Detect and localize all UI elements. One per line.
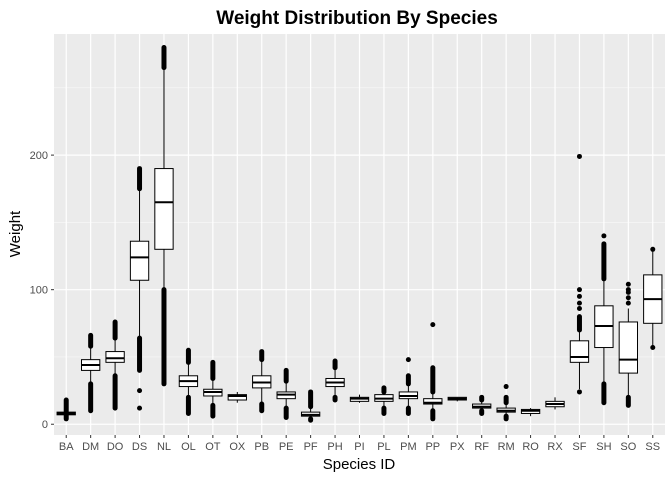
box-ph (325, 358, 345, 403)
x-tick-label: PE (279, 441, 294, 453)
x-tick-label: OT (205, 441, 221, 453)
x-tick-label: DO (107, 441, 124, 453)
x-tick-label: DM (82, 441, 99, 453)
x-tick-label: SF (572, 441, 586, 453)
box-iqr (105, 351, 125, 363)
x-tick-label: RF (474, 441, 489, 453)
y-tick-label: 200 (30, 150, 48, 162)
outlier-point (650, 345, 656, 351)
box-do (105, 319, 125, 411)
box-ds (129, 166, 150, 411)
x-tick-label: RO (522, 441, 539, 453)
box-ol (178, 347, 199, 416)
box-pf (300, 389, 321, 423)
outlier-point (625, 287, 631, 293)
box-iqr (129, 240, 150, 281)
y-axis-title: Weight (7, 210, 24, 257)
chart-title: Weight Distribution By Species (216, 8, 498, 29)
x-axis-title: Species ID (323, 456, 396, 473)
box-ot (203, 359, 223, 419)
x-tick-label: PB (254, 441, 269, 453)
outlier-point (650, 246, 656, 252)
box-pb (252, 349, 272, 414)
box-ba (56, 397, 76, 422)
outlier-point (137, 405, 143, 411)
x-tick-label: SS (645, 441, 660, 453)
x-tick-label: PP (425, 441, 440, 453)
x-tick-label: PL (377, 441, 390, 453)
x-tick-label: PX (450, 441, 465, 453)
outlier-point (576, 153, 582, 159)
outlier-point (405, 357, 411, 363)
x-tick-label: NL (157, 441, 171, 453)
outlier-point (503, 384, 509, 390)
box-rf (472, 394, 492, 416)
x-tick-label: BA (59, 441, 74, 453)
box-ox (227, 391, 247, 403)
x-tick-label: PM (400, 441, 417, 453)
box-pl (374, 385, 394, 416)
box-pm (398, 357, 419, 416)
x-tick-label: RX (547, 441, 563, 453)
box-series (56, 44, 663, 423)
outlier-point (625, 281, 631, 287)
box-iqr (423, 398, 443, 405)
y-axis-ticks: 0 100 200 (30, 150, 54, 431)
box-rx (545, 397, 565, 410)
outlier-point (137, 388, 143, 394)
x-tick-label: SO (620, 441, 636, 453)
x-tick-label: PF (304, 441, 318, 453)
box-sh (594, 233, 614, 406)
box-iqr (227, 394, 247, 401)
box-pi (349, 394, 370, 403)
x-tick-label: DS (132, 441, 147, 453)
box-so (618, 281, 639, 408)
outlier-point (625, 300, 631, 306)
y-tick-label: 0 (42, 419, 48, 431)
box-pp (423, 322, 443, 422)
x-tick-label: PH (327, 441, 342, 453)
x-tick-label: PI (354, 441, 364, 453)
box-iqr (618, 321, 639, 374)
y-tick-label: 100 (30, 285, 48, 297)
outlier-point (601, 233, 607, 239)
outlier-point (576, 306, 582, 312)
box-sf (569, 153, 590, 395)
outlier-point (576, 287, 582, 293)
outlier-point (576, 293, 582, 299)
box-pe (276, 367, 296, 421)
x-axis-ticks: BA DM DO DS NL OL OT OX PB PE PF PH PI PL PM PP PX RF RM RO… (59, 435, 660, 453)
x-tick-label: OX (229, 441, 246, 453)
box-ro (520, 408, 541, 417)
box-px (447, 396, 467, 402)
box-nl (154, 44, 174, 387)
x-tick-label: SH (596, 441, 611, 453)
box-iqr (569, 340, 590, 363)
outlier-point (430, 322, 436, 328)
box-dm (80, 332, 101, 414)
x-tick-label: OL (181, 441, 196, 453)
box-ss (643, 246, 663, 351)
outlier-point (576, 300, 582, 306)
box-rm (496, 384, 516, 422)
outlier-point (576, 389, 582, 395)
x-tick-label: RM (498, 441, 515, 453)
outlier-point (625, 295, 631, 301)
box-iqr (154, 168, 174, 250)
